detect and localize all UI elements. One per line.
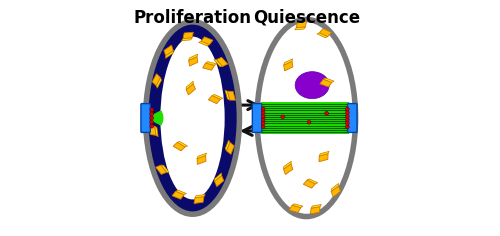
- Polygon shape: [212, 94, 222, 99]
- Polygon shape: [186, 84, 196, 95]
- Polygon shape: [164, 45, 173, 56]
- Polygon shape: [155, 126, 158, 137]
- Polygon shape: [152, 74, 160, 86]
- Polygon shape: [182, 38, 192, 41]
- Polygon shape: [198, 41, 209, 46]
- Polygon shape: [172, 191, 184, 199]
- Polygon shape: [149, 125, 156, 135]
- Circle shape: [262, 118, 265, 122]
- Circle shape: [262, 122, 265, 125]
- Polygon shape: [284, 161, 292, 169]
- Polygon shape: [295, 27, 306, 30]
- FancyBboxPatch shape: [141, 104, 150, 132]
- Circle shape: [346, 114, 349, 118]
- Polygon shape: [304, 180, 316, 188]
- Circle shape: [346, 125, 349, 129]
- Circle shape: [346, 118, 349, 122]
- Polygon shape: [186, 81, 193, 90]
- Polygon shape: [324, 78, 334, 82]
- Circle shape: [150, 116, 154, 120]
- Polygon shape: [331, 183, 338, 192]
- Polygon shape: [320, 79, 332, 87]
- FancyBboxPatch shape: [252, 104, 262, 132]
- Circle shape: [346, 107, 349, 111]
- Circle shape: [150, 108, 154, 112]
- Polygon shape: [156, 165, 166, 174]
- Polygon shape: [156, 78, 162, 88]
- Polygon shape: [214, 175, 224, 187]
- Text: Proliferation: Proliferation: [134, 9, 252, 27]
- Ellipse shape: [295, 72, 329, 99]
- Polygon shape: [319, 154, 328, 162]
- Polygon shape: [310, 207, 320, 214]
- Polygon shape: [206, 62, 216, 65]
- Polygon shape: [195, 194, 205, 198]
- Circle shape: [150, 112, 154, 116]
- Polygon shape: [225, 140, 230, 151]
- Polygon shape: [216, 57, 228, 67]
- Circle shape: [262, 125, 265, 129]
- Polygon shape: [188, 54, 198, 60]
- Ellipse shape: [257, 19, 356, 217]
- Polygon shape: [173, 142, 185, 151]
- FancyBboxPatch shape: [348, 104, 357, 132]
- Polygon shape: [320, 29, 332, 37]
- Circle shape: [262, 114, 265, 118]
- Polygon shape: [178, 141, 188, 147]
- Polygon shape: [214, 60, 222, 67]
- Polygon shape: [194, 197, 204, 203]
- Polygon shape: [226, 142, 234, 154]
- Polygon shape: [225, 90, 230, 100]
- Polygon shape: [307, 179, 318, 184]
- Circle shape: [262, 107, 265, 111]
- Polygon shape: [289, 205, 301, 212]
- Polygon shape: [317, 33, 328, 38]
- Polygon shape: [161, 165, 169, 173]
- Ellipse shape: [148, 24, 238, 212]
- Polygon shape: [284, 59, 292, 65]
- Polygon shape: [197, 153, 206, 159]
- Polygon shape: [319, 151, 329, 156]
- Polygon shape: [201, 37, 213, 45]
- Polygon shape: [166, 51, 173, 58]
- Circle shape: [324, 111, 328, 115]
- Circle shape: [346, 122, 349, 125]
- Polygon shape: [331, 186, 340, 197]
- Polygon shape: [284, 61, 293, 71]
- Polygon shape: [202, 63, 214, 70]
- Ellipse shape: [160, 37, 224, 199]
- Polygon shape: [228, 91, 235, 100]
- Circle shape: [262, 111, 265, 114]
- Text: Quiescence: Quiescence: [252, 9, 360, 27]
- Polygon shape: [214, 173, 222, 181]
- Polygon shape: [284, 164, 293, 174]
- Circle shape: [346, 111, 349, 114]
- Polygon shape: [292, 204, 303, 208]
- Circle shape: [281, 115, 284, 119]
- Polygon shape: [188, 57, 198, 66]
- Polygon shape: [296, 21, 306, 28]
- Polygon shape: [208, 96, 220, 104]
- Polygon shape: [197, 156, 206, 164]
- Circle shape: [150, 120, 154, 124]
- Polygon shape: [176, 190, 186, 195]
- Polygon shape: [183, 32, 194, 39]
- Polygon shape: [311, 204, 322, 208]
- Circle shape: [307, 120, 311, 124]
- FancyBboxPatch shape: [261, 102, 348, 134]
- Circle shape: [150, 124, 154, 128]
